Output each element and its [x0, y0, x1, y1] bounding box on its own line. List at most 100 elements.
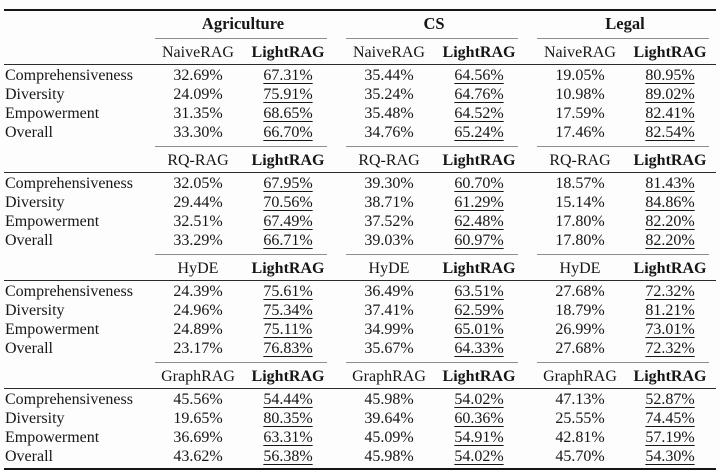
header-rule [4, 280, 716, 281]
lightrag-value: 63.31% [263, 429, 313, 446]
header-rule [4, 388, 716, 389]
lightrag-value: 81.43% [645, 175, 695, 192]
lightrag-label: LightRAG [442, 44, 516, 61]
lightrag-label: LightRAG [442, 260, 516, 277]
metric-label: Empowerment [5, 321, 100, 338]
block-separator-row [3, 360, 717, 365]
lightrag-label: LightRAG [633, 260, 707, 277]
baseline-value: 35.48% [364, 105, 414, 122]
lightrag-value: 54.02% [454, 391, 504, 408]
lightrag-value: 67.31% [263, 67, 313, 84]
lightrag-value: 66.70% [263, 124, 313, 141]
method-header-row-naiverag: NaiveRAG LightRAG NaiveRAG LightRAG Naiv… [3, 41, 717, 64]
baseline-value: 27.68% [555, 283, 605, 300]
lightrag-value: 75.11% [263, 321, 313, 338]
lightrag-value: 76.83% [263, 340, 313, 357]
lightrag-value: 82.20% [645, 232, 695, 249]
baseline-value: 26.99% [555, 321, 605, 338]
table-row: Comprehensiveness 45.56% 54.44% 45.98% 5… [3, 390, 717, 409]
baseline-value: 24.96% [173, 302, 223, 319]
lightrag-value: 54.44% [263, 391, 313, 408]
method-header-row-hyde: HyDE LightRAG HyDE LightRAG HyDE LightRA… [3, 257, 717, 280]
baseline-value: 36.69% [173, 429, 223, 446]
lightrag-value: 80.35% [263, 410, 313, 427]
baseline-value: 33.29% [173, 232, 223, 249]
metric-label: Empowerment [5, 429, 100, 446]
baseline-value: 19.05% [555, 67, 605, 84]
baseline-value: 27.68% [555, 340, 605, 357]
group-underline-agriculture [155, 38, 327, 39]
group-underline-cs [346, 38, 518, 39]
block-separator-row [3, 252, 717, 257]
baseline-value: 39.03% [364, 232, 414, 249]
lightrag-value: 57.19% [645, 429, 695, 446]
baseline-label: RQ-RAG [167, 152, 229, 169]
lightrag-value: 65.24% [454, 124, 504, 141]
baseline-value: 24.89% [173, 321, 223, 338]
baseline-label: HyDE [559, 260, 601, 277]
baseline-value: 32.51% [173, 213, 223, 230]
baseline-value: 34.76% [364, 124, 414, 141]
baseline-value: 42.81% [555, 429, 605, 446]
baseline-value: 29.44% [173, 194, 223, 211]
lightrag-value: 89.02% [645, 86, 695, 103]
table-row: Overall 33.30% 66.70% 34.76% 65.24% 17.4… [3, 123, 717, 142]
baseline-value: 35.24% [364, 86, 414, 103]
table-row: Empowerment 32.51% 67.49% 37.52% 62.48% … [3, 212, 717, 231]
baseline-label: NaiveRAG [544, 44, 616, 61]
baseline-value: 10.98% [555, 86, 605, 103]
header-rule [4, 64, 716, 65]
table-row: Empowerment 31.35% 68.65% 35.48% 64.52% … [3, 104, 717, 123]
lightrag-value: 60.70% [454, 175, 504, 192]
header-rule [4, 172, 716, 173]
lightrag-value: 63.51% [454, 283, 504, 300]
baseline-value: 31.35% [173, 105, 223, 122]
table-row: Comprehensiveness 24.39% 75.61% 36.49% 6… [3, 282, 717, 301]
table-bottom-rule [4, 468, 716, 470]
baseline-value: 45.98% [364, 448, 414, 465]
baseline-value: 17.80% [555, 213, 605, 230]
baseline-label: NaiveRAG [353, 44, 425, 61]
baseline-value: 32.69% [173, 67, 223, 84]
metric-label: Diversity [5, 410, 65, 427]
metric-label: Overall [5, 124, 53, 141]
lightrag-value: 72.32% [645, 340, 695, 357]
block-graphrag-rows: Comprehensiveness 45.56% 54.44% 45.98% 5… [3, 389, 717, 468]
baseline-value: 24.09% [173, 86, 223, 103]
block-naiverag-rows: Comprehensiveness 32.69% 67.31% 35.44% 6… [3, 65, 717, 144]
baseline-value: 32.05% [173, 175, 223, 192]
lightrag-label: LightRAG [251, 368, 325, 385]
lightrag-value: 60.97% [454, 232, 504, 249]
table-row: Diversity 24.09% 75.91% 35.24% 64.76% 10… [3, 85, 717, 104]
baseline-value: 37.41% [364, 302, 414, 319]
metric-label: Comprehensiveness [5, 391, 133, 408]
metric-label: Comprehensiveness [5, 175, 133, 192]
metric-label: Diversity [5, 302, 65, 319]
baseline-value: 19.65% [173, 410, 223, 427]
lightrag-value: 82.20% [645, 213, 695, 230]
lightrag-value: 68.65% [263, 105, 313, 122]
baseline-value: 17.46% [555, 124, 605, 141]
table-row: Comprehensiveness 32.69% 67.31% 35.44% 6… [3, 66, 717, 85]
lightrag-value: 56.38% [263, 448, 313, 465]
table-row: Comprehensiveness 32.05% 67.95% 39.30% 6… [3, 174, 717, 193]
baseline-value: 23.17% [173, 340, 223, 357]
lightrag-value: 54.30% [645, 448, 695, 465]
lightrag-value: 74.45% [645, 410, 695, 427]
lightrag-value: 64.56% [454, 67, 504, 84]
baseline-value: 38.71% [364, 194, 414, 211]
lightrag-value: 54.02% [454, 448, 504, 465]
baseline-value: 15.14% [555, 194, 605, 211]
table-row: Overall 43.62% 56.38% 45.98% 54.02% 45.7… [3, 447, 717, 466]
baseline-label: GraphRAG [543, 368, 617, 385]
lightrag-value: 64.52% [454, 105, 504, 122]
table-row: Empowerment 24.89% 75.11% 34.99% 65.01% … [3, 320, 717, 339]
group-header-cs: CS [423, 13, 445, 33]
metric-label: Overall [5, 448, 53, 465]
baseline-label: HyDE [177, 260, 219, 277]
lightrag-value: 67.49% [263, 213, 313, 230]
lightrag-label: LightRAG [442, 152, 516, 169]
method-header-row-rqrag: RQ-RAG LightRAG RQ-RAG LightRAG RQ-RAG L… [3, 149, 717, 172]
baseline-label: RQ-RAG [358, 152, 420, 169]
lightrag-value: 75.61% [263, 283, 313, 300]
